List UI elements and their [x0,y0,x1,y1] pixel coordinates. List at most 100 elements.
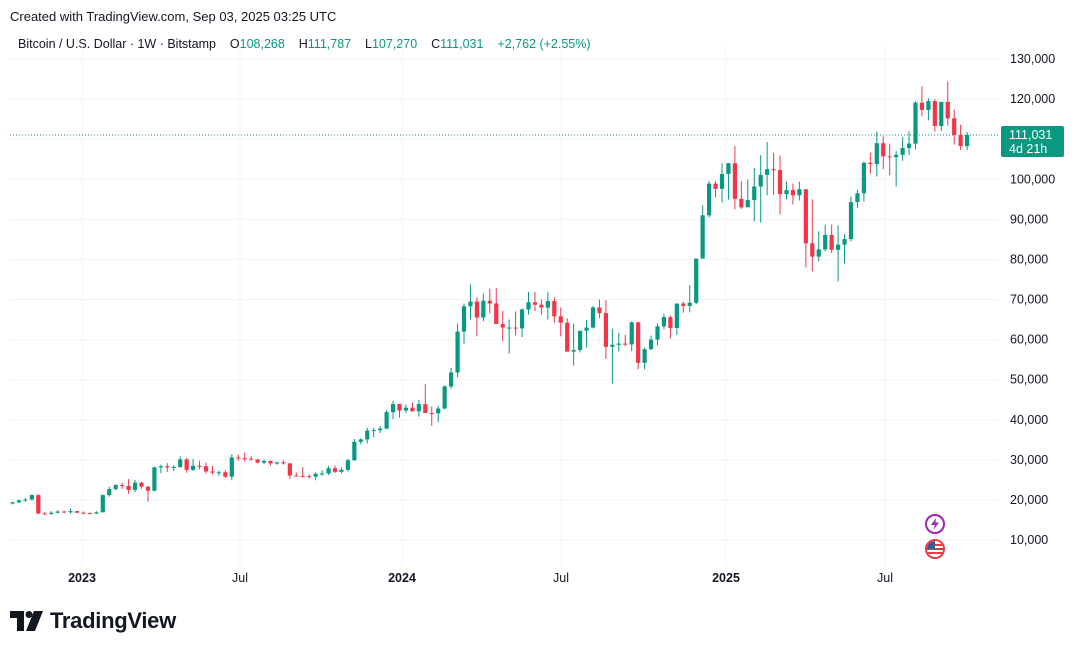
y-tick-label: 50,000 [1010,373,1048,387]
candle [739,180,744,209]
candle [590,305,596,329]
candle [797,181,802,201]
candle [468,284,473,320]
candle [906,131,912,156]
candle-body [881,143,886,157]
candle-body [771,169,776,171]
candle [790,183,796,205]
candle [371,427,376,438]
candle [55,510,60,514]
candle-body [945,101,950,119]
candle [777,155,783,215]
candle-body [126,485,131,490]
candle-body [332,468,338,472]
candle [655,323,660,346]
candle-body [694,258,699,303]
candle-body [616,343,621,345]
candle [210,465,215,475]
candle [107,486,112,497]
candle [203,462,209,474]
candle-body [958,135,963,146]
candle-body [610,344,615,347]
candle-body [765,169,770,175]
candle [719,163,725,203]
candle [223,470,228,478]
candle [752,168,757,222]
candle-body [571,350,576,352]
x-tick-label: Jul [553,571,569,585]
lightning-event-icon[interactable] [925,514,945,534]
candle-body [255,459,260,463]
candle [68,508,73,514]
candle [249,455,254,461]
candle-body [81,512,86,514]
candle [191,459,196,472]
candle-body [752,186,757,201]
candle [603,300,608,359]
candle [507,319,512,354]
candle-body [926,101,931,110]
candle [87,512,92,515]
candle-body [868,162,873,165]
candle-body [842,238,847,245]
candle [526,291,531,315]
candle [229,454,234,481]
candle [636,321,641,370]
candles-group [10,81,970,515]
low-label: L [365,37,372,51]
symbol-legend[interactable]: Bitcoin / U.S. Dollar · 1W · Bitstamp O1… [18,37,591,51]
open-value: 108,268 [239,37,285,51]
candle-body [952,118,957,136]
candle [313,472,318,481]
candle-body [281,462,286,464]
candle [126,479,131,494]
grid-lines [10,46,998,566]
candle-body [455,331,460,373]
candle [597,299,602,319]
candle [610,328,615,384]
candle [500,310,505,342]
candle [294,472,299,477]
candle-body [487,300,492,304]
candle-body [242,458,247,460]
candle [687,285,692,313]
candle-body [36,495,41,514]
y-tick-label: 120,000 [1010,92,1055,106]
candle [694,258,699,305]
candle-body [365,430,370,440]
candle [49,511,54,515]
tradingview-logo[interactable]: TradingView [10,608,176,634]
candle-body [216,472,221,474]
candle-body [384,412,389,429]
price-chart[interactable]: 130,000120,000110,000100,00090,00080,000… [0,0,1080,600]
last-price-badge: 111,031 4d 21h [1001,126,1064,157]
candle [842,234,847,264]
candle-body [823,234,828,250]
candle [474,297,479,337]
candle [513,311,518,336]
candle-body [707,183,712,216]
candle-body [623,343,628,345]
symbol-title[interactable]: Bitcoin / U.S. Dollar · 1W · Bitstamp [18,37,216,51]
candle-body [848,202,854,239]
candle-body [326,468,331,474]
candle-body [74,511,80,513]
candle-body [429,412,434,414]
us-flag-event-icon[interactable] [925,539,945,559]
candle [358,438,363,445]
candle-body [339,469,344,472]
candle [887,143,892,176]
candle-body [210,471,215,473]
candle-body [152,467,157,491]
candle-body [320,473,325,475]
candle-body [513,327,518,329]
candle-body [197,465,202,467]
candle [184,457,189,473]
candle [455,323,460,378]
candle [616,332,621,352]
high-label: H [298,37,308,51]
candle-body [294,475,299,477]
candle [648,335,654,351]
candle-body [442,386,447,409]
change-value: +2,762 (+2.55%) [497,37,591,51]
